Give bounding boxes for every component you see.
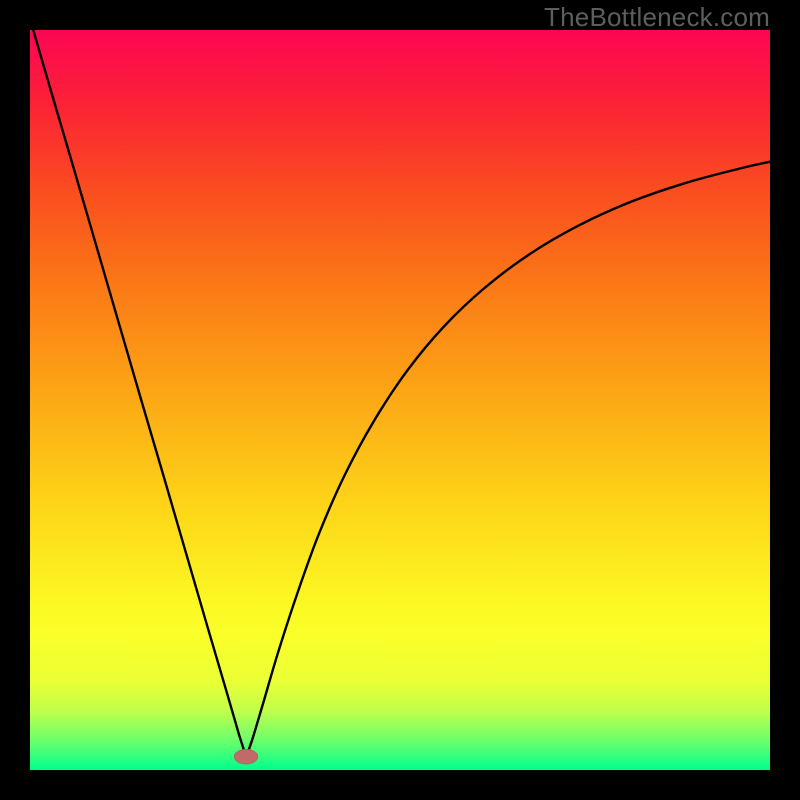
watermark-text: TheBottleneck.com (544, 2, 770, 33)
minimum-marker (234, 749, 258, 764)
bottleneck-curve (30, 19, 770, 757)
chart-stage: TheBottleneck.com (0, 0, 800, 800)
curve-layer (30, 30, 770, 770)
plot-area (30, 30, 770, 770)
